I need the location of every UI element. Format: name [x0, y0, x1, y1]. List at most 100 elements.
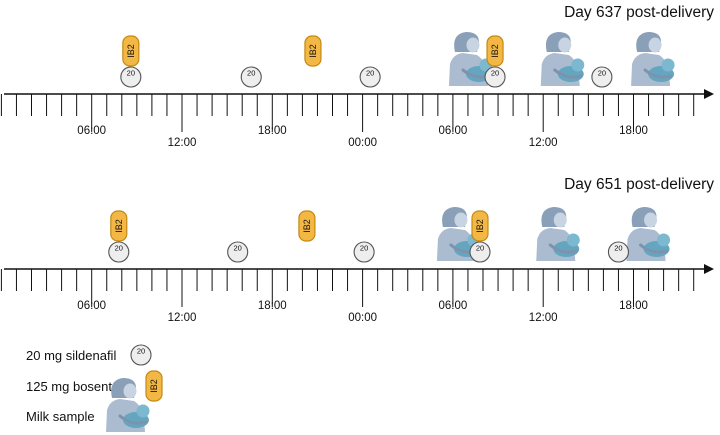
- tablet-dose-label: 20: [598, 69, 606, 78]
- pill-body: [486, 35, 504, 67]
- sildenafil-tablet-icon: 20: [227, 241, 249, 263]
- pill-imprint-label: IB2: [149, 379, 159, 393]
- tablet-body: [353, 241, 375, 263]
- tick-label: 00:00: [348, 312, 377, 324]
- bosentan-pill-icon: IB2: [471, 210, 489, 242]
- timeline-title: Day 637 post-delivery: [564, 4, 714, 21]
- baby-head: [566, 233, 580, 247]
- sildenafil-tablet-icon: 20: [607, 241, 630, 263]
- mother-face: [644, 212, 658, 228]
- mother-face: [558, 37, 572, 53]
- tick-label: 06:00: [439, 125, 468, 137]
- sildenafil-tablet-icon: 20: [469, 241, 491, 263]
- sildenafil-tablet-icon: 20: [240, 66, 262, 88]
- pill-body: [145, 370, 163, 402]
- timeline-day-651: Day 651 post-delivery 06:00 12:00 18:00 00:…: [0, 176, 714, 324]
- tablet-body: [227, 241, 249, 263]
- milk-sample-icon: [536, 207, 580, 261]
- tick-label: 18:00: [619, 300, 648, 312]
- mother-arm: [553, 68, 583, 79]
- tick-label: 18:00: [258, 300, 287, 312]
- bosentan-pill-icon: IB2: [298, 210, 316, 242]
- tick-label: 12:00: [529, 137, 558, 149]
- tablet-dose-label: 20: [137, 347, 145, 356]
- mother-arm: [639, 243, 669, 254]
- mother-arm: [643, 68, 673, 79]
- legend: 20 mg sildenafil 125 mg bosentan Milk sa…: [26, 344, 163, 432]
- legend-label-bosentan: 125 mg bosentan: [26, 379, 126, 394]
- tick-label: 06:00: [439, 300, 468, 312]
- time-axis: 06:00 12:00 18:00 00:00 06:00 12:00 18:00: [0, 89, 714, 149]
- tablet-dose-label: 20: [614, 244, 622, 253]
- tablet-dose-label: 20: [476, 244, 484, 253]
- mother-arm: [548, 243, 578, 254]
- sildenafil-tablet-icon: 20: [484, 66, 506, 88]
- tablet-dose-label: 20: [127, 69, 135, 78]
- tablet-dose-label: 20: [234, 244, 242, 253]
- tablet-body: [240, 66, 262, 88]
- tablet-dose-label: 20: [360, 244, 368, 253]
- pill-imprint-label: IB2: [126, 44, 136, 58]
- tablet-body: [607, 241, 630, 263]
- mother-face: [466, 37, 480, 53]
- legend-label-milk: Milk sample: [26, 409, 95, 424]
- tablet-body: [469, 241, 491, 263]
- baby-head: [661, 58, 675, 72]
- sildenafil-tablet-icon: 20: [591, 66, 613, 88]
- pill-imprint-label: IB2: [302, 219, 312, 233]
- pill-imprint-label: IB2: [475, 219, 485, 233]
- tablet-dose-label: 20: [491, 69, 499, 78]
- tick-label: 12:00: [529, 312, 558, 324]
- legend-label-sildenafil: 20 mg sildenafil: [26, 348, 116, 363]
- sildenafil-tablet-icon: 20: [359, 66, 381, 88]
- mother-face: [123, 383, 137, 399]
- mother-face: [648, 37, 662, 53]
- pill-body: [110, 210, 128, 242]
- pill-body: [304, 35, 322, 67]
- timeline-title: Day 651 post-delivery: [564, 176, 714, 193]
- pill-body: [122, 35, 140, 67]
- tick-label: 18:00: [258, 125, 287, 137]
- tick-label: 12:00: [168, 312, 197, 324]
- tablet-body: [120, 66, 142, 88]
- mother-arm: [118, 414, 148, 425]
- bosentan-pill-icon: IB2: [145, 370, 163, 402]
- time-axis: 06:00 12:00 18:00 00:00 06:00 12:00 18:00: [0, 264, 714, 324]
- tablet-dose-label: 20: [366, 69, 374, 78]
- baby-head: [571, 58, 585, 72]
- milk-sample-icon: [540, 32, 585, 86]
- tablet-body: [484, 66, 506, 88]
- tick-label: 06:00: [77, 300, 106, 312]
- bosentan-pill-icon: IB2: [304, 35, 322, 67]
- milk-sample-icon: [631, 32, 675, 86]
- mother-face: [553, 212, 567, 228]
- timeline-day-637: Day 637 post-delivery 06:00 12:00 18:00 00:…: [0, 4, 714, 149]
- bosentan-pill-icon: IB2: [486, 35, 504, 67]
- tick-label: 06:00: [77, 125, 106, 137]
- sildenafil-tablet-icon: 20: [130, 344, 152, 366]
- pill-imprint-label: IB2: [490, 44, 500, 58]
- tick-label: 18:00: [619, 125, 648, 137]
- pill-imprint-label: IB2: [308, 44, 318, 58]
- tick-label: 12:00: [168, 137, 197, 149]
- tablet-body: [108, 241, 130, 263]
- milk-sample-icon: [106, 378, 150, 432]
- mother-face: [454, 212, 468, 228]
- baby-head: [136, 404, 150, 418]
- tablet-dose-label: 20: [115, 244, 123, 253]
- pill-body: [471, 210, 489, 242]
- pill-body: [298, 210, 316, 242]
- tablet-body: [359, 66, 381, 88]
- sildenafil-tablet-icon: 20: [120, 66, 142, 88]
- tablet-body: [130, 344, 152, 366]
- axis-arrowhead: [704, 89, 714, 99]
- tick-label: 00:00: [348, 137, 377, 149]
- bosentan-pill-icon: IB2: [122, 35, 140, 67]
- sildenafil-tablet-icon: 20: [108, 241, 130, 263]
- pill-imprint-label: IB2: [114, 219, 124, 233]
- sildenafil-tablet-icon: 20: [353, 241, 375, 263]
- tablet-body: [591, 66, 613, 88]
- baby-head: [657, 233, 671, 247]
- milk-sample-icon: [626, 207, 671, 261]
